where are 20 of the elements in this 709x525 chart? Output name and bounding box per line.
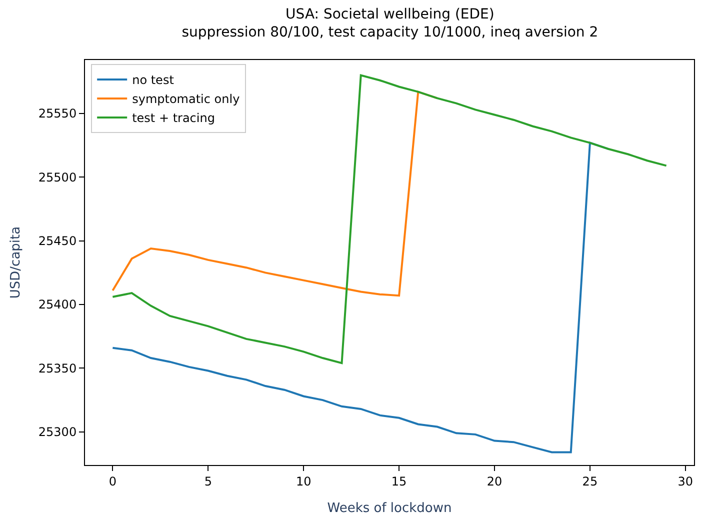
chart-title: USA: Societal wellbeing (EDE) suppression 80/100, test capacity 10/1000, ineq aversion 2 bbox=[182, 6, 598, 41]
x-tick-label: 15 bbox=[391, 474, 407, 488]
y-tick-label: 25450 bbox=[38, 234, 77, 248]
x-tick-label: 25 bbox=[582, 474, 598, 488]
y-tick-label: 25550 bbox=[38, 106, 77, 121]
legend-label: symptomatic only bbox=[132, 92, 240, 106]
legend-label: no test bbox=[132, 73, 174, 88]
x-tick-label: 5 bbox=[204, 474, 212, 488]
x-tick-label: 30 bbox=[678, 474, 694, 488]
x-axis-title: Weeks of lockdown bbox=[327, 501, 452, 516]
x-tick-label: 10 bbox=[296, 474, 312, 488]
y-axis-title: USD/capita bbox=[8, 226, 24, 299]
legend-label: test + tracing bbox=[132, 111, 215, 126]
y-tick-label: 25500 bbox=[38, 170, 77, 184]
x-tick-label: 20 bbox=[486, 474, 502, 488]
y-tick-label: 25350 bbox=[38, 361, 77, 376]
y-tick-label: 25400 bbox=[38, 298, 77, 312]
x-tick-label: 0 bbox=[108, 474, 116, 488]
y-tick-label: 25300 bbox=[38, 425, 77, 440]
line-series bbox=[112, 74, 668, 364]
